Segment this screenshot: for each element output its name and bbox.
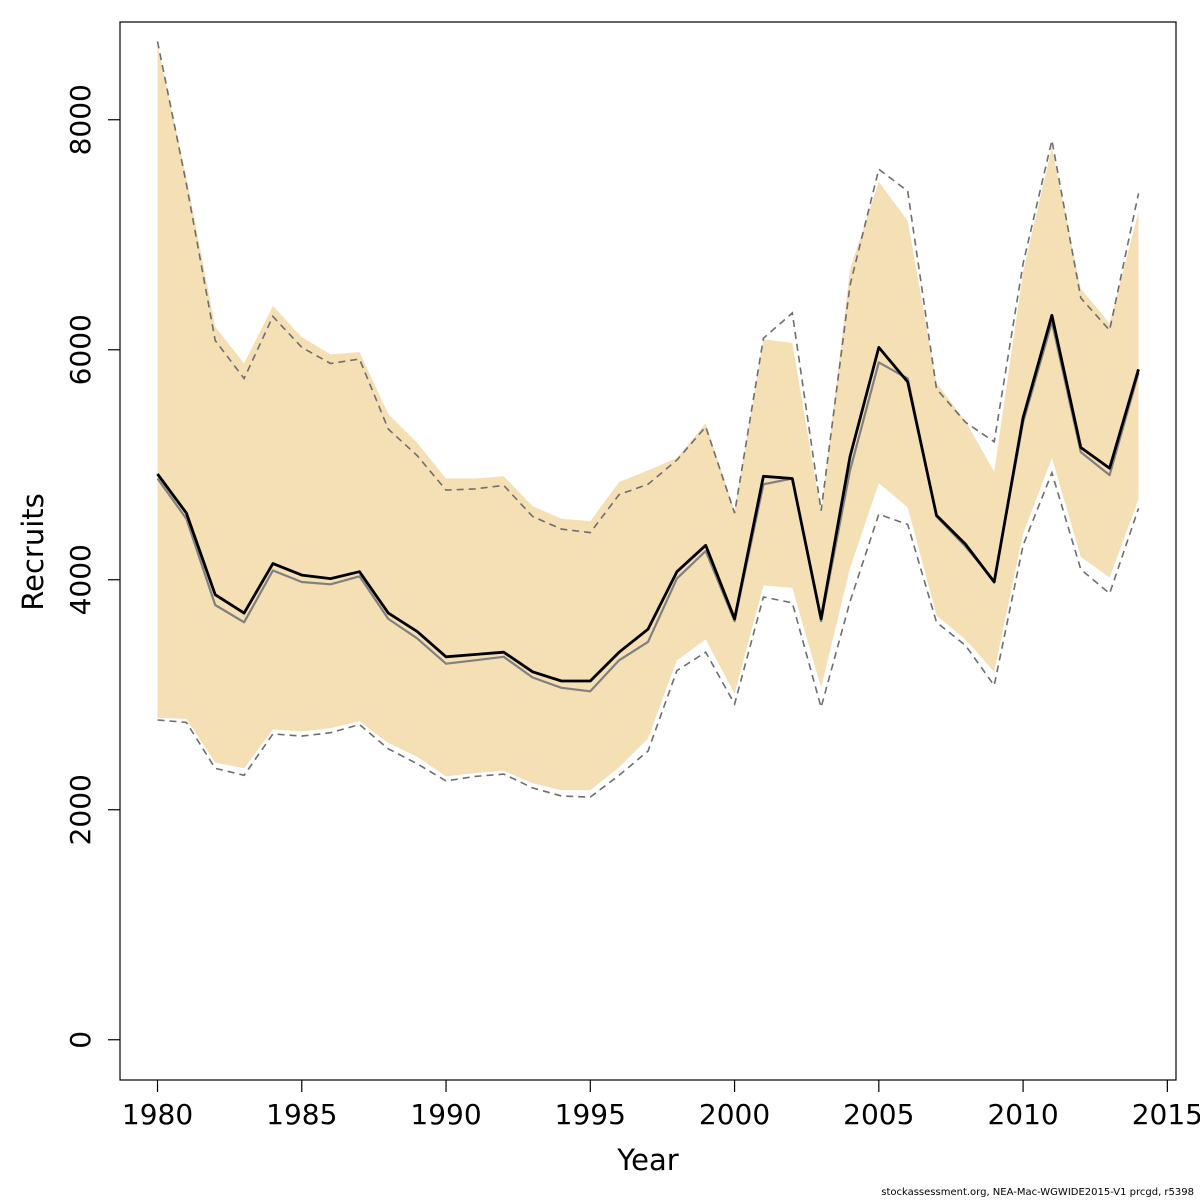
y-tick-label: 4000: [64, 544, 97, 615]
confidence-band: [157, 45, 1139, 791]
x-tick-label: 2000: [699, 1098, 770, 1131]
y-axis-label: Recruits: [16, 493, 50, 610]
plot-area: [156, 41, 1140, 798]
ci-lower-dashed-line: [157, 470, 1140, 798]
y-tick-label: 6000: [64, 314, 97, 385]
estimate-line: [156, 313, 1140, 683]
x-tick-label: 1980: [122, 1098, 193, 1131]
x-tick-label: 2010: [987, 1098, 1058, 1131]
plot-frame: [119, 21, 1177, 1081]
ci-upper-dashed-line: [156, 41, 1140, 534]
source-footer: stockassessment.org, NEA-Mac-WGWIDE2015-…: [881, 1187, 1194, 1198]
x-tick-label: 1990: [410, 1098, 481, 1131]
y-tick-label: 0: [64, 1031, 97, 1049]
x-tick-label: 2015: [1132, 1098, 1200, 1131]
x-tick-label: 1995: [555, 1098, 626, 1131]
y-tick-label: 2000: [64, 774, 97, 845]
x-tick-label: 1985: [266, 1098, 337, 1131]
x-axis-label: Year: [616, 1143, 678, 1177]
y-tick-label: 8000: [64, 84, 97, 155]
axes: 1980 1985 1990 1995 2000 2005 2010 2015 0 2000 400…: [64, 21, 1200, 1131]
x-tick-label: 2005: [843, 1098, 914, 1131]
